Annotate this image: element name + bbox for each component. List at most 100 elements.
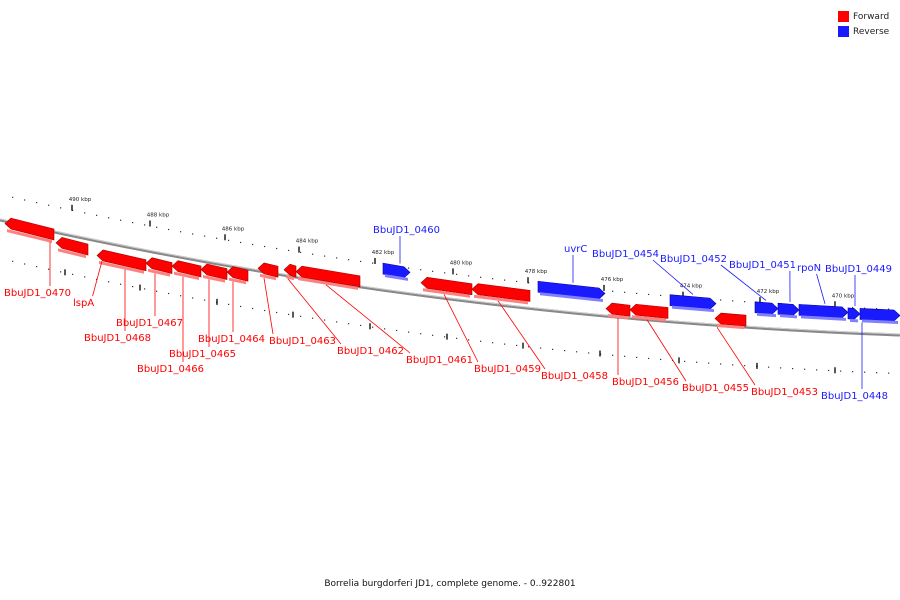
- gene-arrow[interactable]: [471, 283, 531, 302]
- scale-minor-tick-lower: [264, 309, 266, 312]
- gene-arrow[interactable]: [226, 266, 249, 282]
- scale-minor-tick-lower: [300, 315, 302, 317]
- gene-bbujd1_0470[interactable]: [4, 217, 55, 243]
- gene-bbujd1_0451[interactable]: [777, 302, 800, 319]
- gene-arrow[interactable]: [4, 217, 55, 241]
- gene-bbujd1_0448[interactable]: [859, 308, 900, 324]
- gene-bbujd1_0454[interactable]: [669, 294, 717, 313]
- gene-arrow[interactable]: [283, 263, 297, 278]
- scale-minor-tick: [888, 308, 890, 310]
- gene-label-bbujd1_0460: BbuJD1_0460: [373, 225, 440, 236]
- gene-bbujd1_0465[interactable]: [200, 263, 228, 283]
- gene-leader-line: [646, 319, 687, 382]
- gene-uvrc[interactable]: [537, 280, 606, 302]
- gene-bbujd1_0464[interactable]: [226, 266, 249, 285]
- gene-leader-line: [716, 326, 756, 386]
- scale-minor-tick: [852, 307, 854, 309]
- gene-bbujd1_0455[interactable]: [629, 303, 669, 322]
- gene-arrow[interactable]: [847, 307, 861, 320]
- scale-minor-tick-lower: [72, 273, 74, 275]
- gene-bbujd1_0467[interactable]: [145, 257, 173, 277]
- gene-arrow[interactable]: [605, 302, 631, 317]
- gene-shadow: [286, 275, 294, 281]
- gene-bbujd1_0453[interactable]: [714, 312, 747, 330]
- gene-arrow[interactable]: [171, 260, 202, 278]
- gene-label-bbujd1_0463: BbuJD1_0463: [269, 336, 336, 347]
- gene-arrow[interactable]: [295, 265, 361, 288]
- gene-arrow[interactable]: [754, 301, 779, 315]
- scale-tick-label: 478 kbp: [525, 269, 548, 275]
- gene-shadow: [99, 260, 144, 274]
- scale-minor-tick-lower: [360, 324, 362, 327]
- gene-bbujd1_0449[interactable]: [847, 307, 861, 323]
- scale-minor-tick-lower: [432, 334, 434, 336]
- scale-minor-tick-lower: [420, 333, 422, 335]
- gene-arrow[interactable]: [714, 312, 747, 327]
- gene-bbujd1_0456[interactable]: [605, 302, 631, 320]
- gene-bbujd1_0468[interactable]: [96, 249, 147, 274]
- gene-shadow: [7, 229, 52, 243]
- scale-minor-tick-lower: [684, 360, 686, 362]
- gene-bbujd1_0460[interactable]: [382, 262, 411, 281]
- gene-arrow[interactable]: [859, 308, 900, 322]
- scale-minor-tick-lower: [528, 346, 530, 348]
- gene-arrow[interactable]: [200, 263, 228, 280]
- gene-arrow[interactable]: [798, 304, 849, 319]
- gene-arrow[interactable]: [55, 237, 89, 256]
- gene-arrow[interactable]: [257, 262, 279, 278]
- scale-tick-label: 490 kbp: [69, 197, 92, 203]
- gene-arrow[interactable]: [145, 257, 173, 275]
- scale-minor-tick: [288, 249, 290, 252]
- genome-caption: Borrelia burgdorferi JD1, complete genom…: [324, 579, 576, 589]
- scale-minor-tick: [24, 199, 26, 201]
- scale-minor-tick-lower: [312, 317, 314, 319]
- gene-shadow: [174, 271, 199, 280]
- gene-bbujd1_0463[interactable]: [257, 262, 279, 281]
- gene-bbujd1_0459[interactable]: [420, 276, 473, 298]
- gene-bbujd1_0458[interactable]: [471, 283, 531, 305]
- gene-shadow: [298, 277, 358, 290]
- gene-arrow[interactable]: [629, 303, 669, 319]
- scale-minor-tick-lower: [540, 347, 542, 349]
- gene-arrow[interactable]: [777, 302, 800, 316]
- gene-bbujd1_0452[interactable]: [754, 301, 779, 318]
- scale-minor-tick-lower: [348, 323, 350, 325]
- gene-bbujd1_0466[interactable]: [171, 260, 202, 280]
- legend-reverse-label: Reverse: [853, 26, 890, 37]
- gene-arrow[interactable]: [669, 294, 717, 310]
- gene-bbujd1_0462[interactable]: [283, 263, 297, 281]
- scale-minor-tick-lower: [276, 311, 278, 314]
- gene-shadow: [780, 314, 797, 319]
- scale-minor-tick-lower: [840, 370, 842, 372]
- scale-minor-tick: [300, 251, 302, 253]
- gene-shadow: [229, 277, 246, 285]
- gene-label-bbujd1_0448: BbuJD1_0448: [821, 391, 888, 402]
- scale-minor-tick-lower: [156, 290, 158, 292]
- scale-minor-tick-lower: [852, 371, 854, 373]
- gene-bbujd1_0461[interactable]: [295, 265, 361, 290]
- scale-minor-tick-lower: [576, 351, 578, 353]
- scale-minor-tick-lower: [60, 271, 62, 273]
- scale-tick-label: 484 kbp: [296, 239, 319, 245]
- gene-label-bbujd1_0449: BbuJD1_0449: [825, 264, 892, 275]
- gene-shadow: [58, 248, 86, 259]
- scale-minor-tick: [252, 243, 254, 246]
- gene-rpon[interactable]: [798, 304, 849, 321]
- gene-arrow[interactable]: [382, 262, 411, 279]
- gene-label-bbujd1_0466: BbuJD1_0466: [137, 364, 204, 375]
- gene-arrow[interactable]: [537, 280, 606, 300]
- scale-minor-tick: [492, 278, 494, 280]
- scale-minor-tick-lower: [636, 356, 638, 358]
- scale-minor-tick: [312, 253, 314, 255]
- scale-minor-tick: [60, 207, 62, 209]
- scale-minor-tick-lower: [384, 328, 386, 330]
- gene-arrow[interactable]: [96, 249, 147, 272]
- gene-arrow[interactable]: [420, 276, 473, 296]
- gene-label-bbujd1_0455: BbuJD1_0455: [682, 383, 749, 394]
- gene-leader-line: [816, 273, 826, 304]
- scale-minor-tick-lower: [132, 285, 134, 288]
- scale-minor-tick-lower: [744, 365, 746, 367]
- scale-minor-tick: [720, 299, 722, 301]
- gene-lspa[interactable]: [55, 237, 89, 259]
